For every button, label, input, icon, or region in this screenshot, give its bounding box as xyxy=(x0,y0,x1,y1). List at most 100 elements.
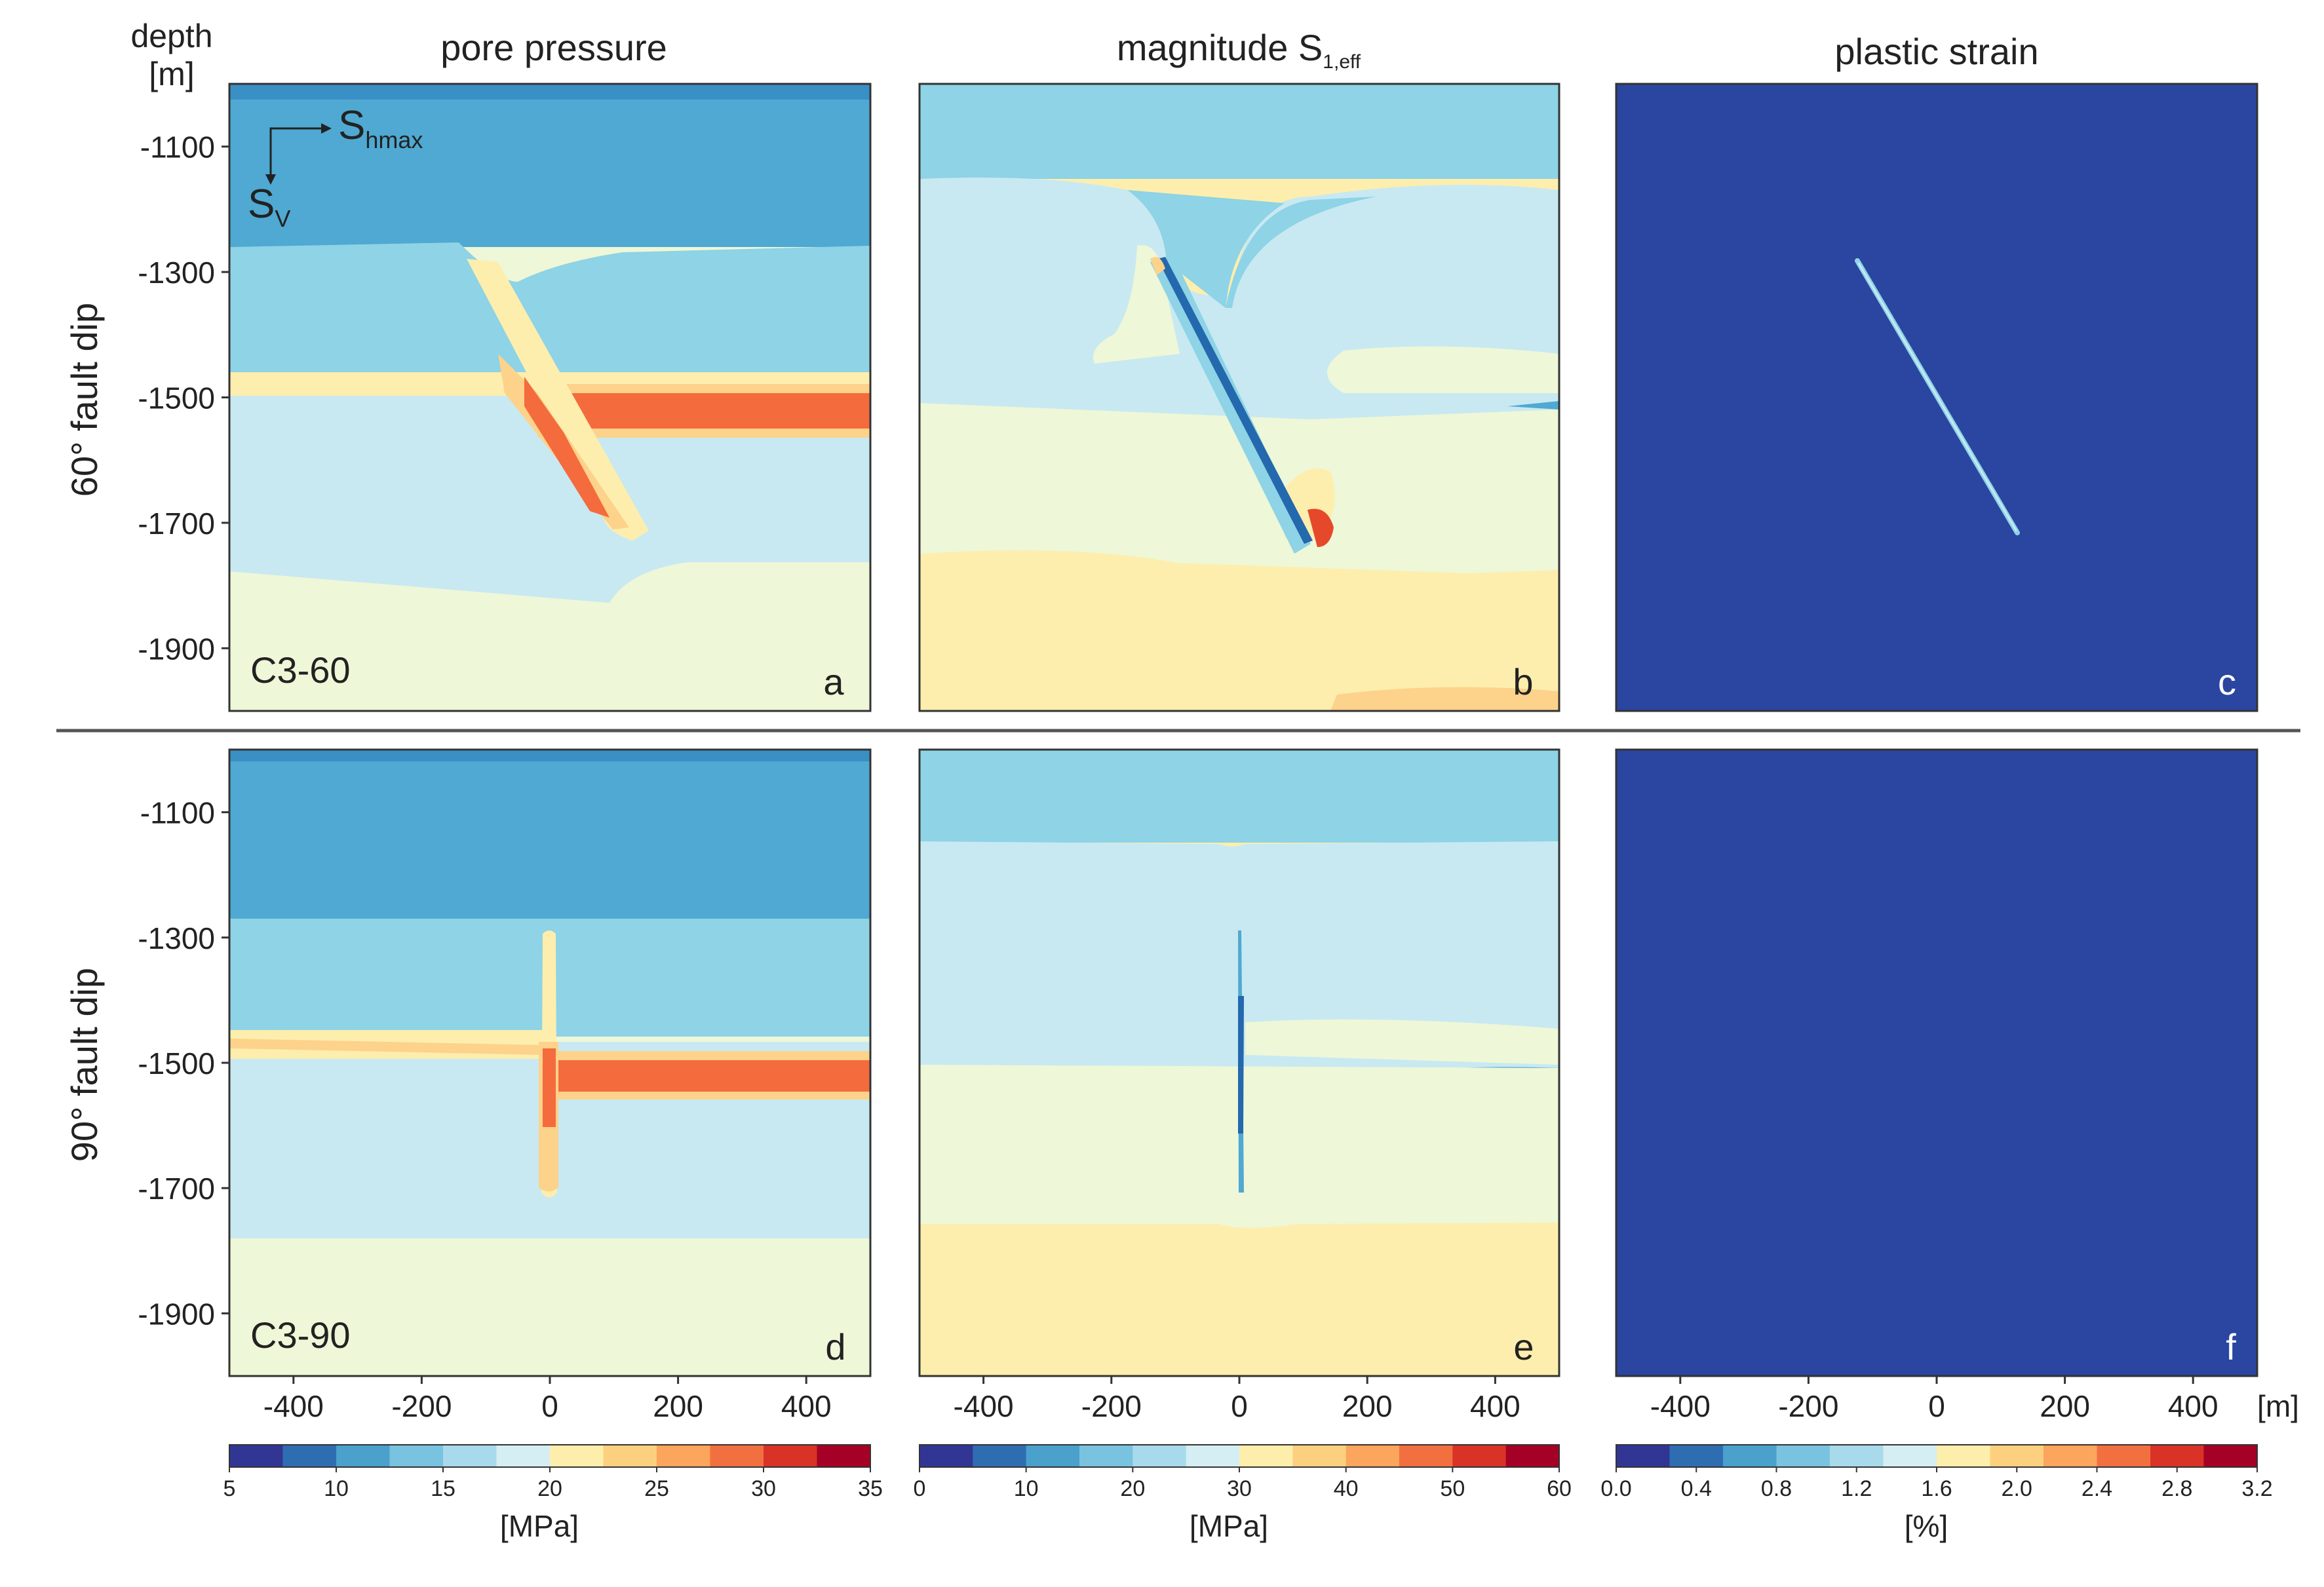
colorbar-bin xyxy=(1830,1445,1884,1467)
x-tick-label: 200 xyxy=(653,1389,703,1423)
x-tick-label: 0 xyxy=(1231,1389,1248,1423)
colorbar-tick-label: 1.2 xyxy=(1841,1476,1872,1501)
panel-a-layer-lower xyxy=(229,396,870,603)
panel-d xyxy=(229,750,870,1376)
colorbar-bin xyxy=(1292,1445,1347,1467)
colorbar-tick-label: 2.4 xyxy=(2082,1476,2112,1501)
panel-e-layer-lower xyxy=(920,1223,1559,1376)
colorbar-bin xyxy=(1452,1445,1507,1467)
colorbar-bin xyxy=(2150,1445,2204,1467)
colorbars: 5 10 15 20 25 30 35 [MPa] 0 10 20 30 40 50 60 [MPa] 0.0 0… xyxy=(223,1444,2273,1543)
x-tick-label: -400 xyxy=(1650,1389,1711,1423)
colorbar-bin xyxy=(1937,1445,1990,1467)
axis-ticks: -1100 -1300 -1500 -1700 -1900 -1100 -1300 -1500… xyxy=(138,130,2218,1423)
colorbar-tick-label: 50 xyxy=(1440,1476,1465,1501)
panel-letter-d: d xyxy=(825,1326,845,1367)
panel-b-fault-line xyxy=(1157,257,1313,544)
colorbar-bin xyxy=(1133,1445,1187,1467)
colorbar-tick-label: 40 xyxy=(1334,1476,1359,1501)
colorbar-bin xyxy=(1505,1445,1560,1467)
x-tick-label: 200 xyxy=(2040,1389,2090,1423)
panel-b-fault-envelope xyxy=(1150,256,1311,554)
colorbar-tick-label: 0.8 xyxy=(1761,1476,1792,1501)
panel-e-layer-top xyxy=(920,750,1559,843)
panel-a xyxy=(229,84,870,711)
panel-letter-c: c xyxy=(2218,661,2236,702)
x-tick-label: 400 xyxy=(1470,1389,1520,1423)
colorbar-bin xyxy=(1079,1445,1133,1467)
colorbar-bin xyxy=(603,1445,657,1467)
colorbar-tick-label: 20 xyxy=(537,1476,562,1501)
x-tick-label: -200 xyxy=(1778,1389,1838,1423)
colorbar-bin xyxy=(282,1445,337,1467)
label-shmax: Shmax xyxy=(338,103,423,153)
colorbar-tick-label: 2.0 xyxy=(2002,1476,2032,1501)
title-plastic-strain: plastic strain xyxy=(1834,31,2038,72)
y-tick-label: -1500 xyxy=(138,1046,215,1080)
colorbar-bin xyxy=(229,1445,283,1467)
colorbar-bin xyxy=(1776,1445,1830,1467)
panel-c-frame xyxy=(1615,83,2258,712)
panel-letter-b: b xyxy=(1513,661,1533,702)
x-tick-label: -200 xyxy=(391,1389,452,1423)
colorbar-bin xyxy=(1990,1445,2044,1467)
colorbar-tick-label: 0.0 xyxy=(1600,1476,1631,1501)
colorbar-bin xyxy=(1883,1445,1937,1467)
colorbar-bin xyxy=(550,1445,604,1467)
panel-a-aquifer-right xyxy=(537,393,870,429)
panel-c xyxy=(1616,84,2257,711)
colorbar-bin xyxy=(2203,1445,2258,1467)
colorbar-bin xyxy=(336,1445,390,1467)
colorbar-tick-label: 20 xyxy=(1120,1476,1145,1501)
colorbar-bin xyxy=(389,1445,444,1467)
panel-letter-f: f xyxy=(2226,1326,2236,1367)
panel-b xyxy=(920,84,1559,711)
y-tick-label: -1700 xyxy=(138,507,215,541)
colorbar-tick-label: 60 xyxy=(1547,1476,1572,1501)
colorbar-tick-label: 3.2 xyxy=(2241,1476,2272,1501)
colorbar-bin xyxy=(710,1445,764,1467)
y-tick-label: -1500 xyxy=(138,381,215,415)
x-unit-label: [m] xyxy=(2257,1389,2299,1423)
x-tick-label: 0 xyxy=(1928,1389,1945,1423)
colorbar-bin xyxy=(2043,1445,2097,1467)
x-tick-label: -400 xyxy=(954,1389,1014,1423)
y-tick-label: -1100 xyxy=(140,796,215,830)
arrow-shmax-icon xyxy=(269,127,321,176)
colorbar-bin xyxy=(973,1445,1027,1467)
colorbar-bin xyxy=(920,1445,973,1467)
arrow-shmax-head-icon xyxy=(321,123,332,134)
colorbar-tick-label: 5 xyxy=(223,1476,236,1501)
x-tick-label: -400 xyxy=(263,1389,324,1423)
panel-b-frame xyxy=(918,83,1560,712)
colorbar-bin xyxy=(657,1445,710,1467)
panel-d-layer-top xyxy=(229,761,870,919)
panel-a-fault-zone xyxy=(467,259,649,541)
colorbar-tick-label: 2.8 xyxy=(2161,1476,2192,1501)
row-label-60: 60° fault dip xyxy=(64,303,105,497)
colorbar-tick-label: 30 xyxy=(1227,1476,1252,1501)
y-tick-label: -1300 xyxy=(138,921,215,955)
colorbar-tick-label: 0 xyxy=(914,1476,926,1501)
row-label-90: 90° fault dip xyxy=(64,968,105,1162)
arrow-sv-head-icon xyxy=(265,174,276,185)
panel-d-aquifer-right xyxy=(544,1060,870,1092)
colorbar-bin xyxy=(1186,1445,1240,1467)
colorbar-tick-label: 25 xyxy=(644,1476,669,1501)
colorbar-tick-label: 1.6 xyxy=(1921,1476,1952,1501)
y-tick-label: -1700 xyxy=(138,1172,215,1206)
case-label-c3-90: C3-90 xyxy=(250,1314,351,1356)
panel-b-layer-mid xyxy=(920,400,1559,577)
x-tick-label: 400 xyxy=(2168,1389,2218,1423)
colorbar-tick-label: 35 xyxy=(858,1476,883,1501)
label-sv: SV xyxy=(248,182,290,232)
colorbar-bin xyxy=(817,1445,871,1467)
panel-letter-a: a xyxy=(823,661,844,702)
panel-a-top-stripe xyxy=(229,84,870,100)
colorbar-bin xyxy=(764,1445,817,1467)
title-magnitude-s1eff: magnitude S1,eff xyxy=(1117,27,1361,73)
panel-a-layer-mid xyxy=(229,242,870,385)
panel-b-layer-lower xyxy=(920,550,1559,711)
colorbar-bin xyxy=(443,1445,497,1467)
